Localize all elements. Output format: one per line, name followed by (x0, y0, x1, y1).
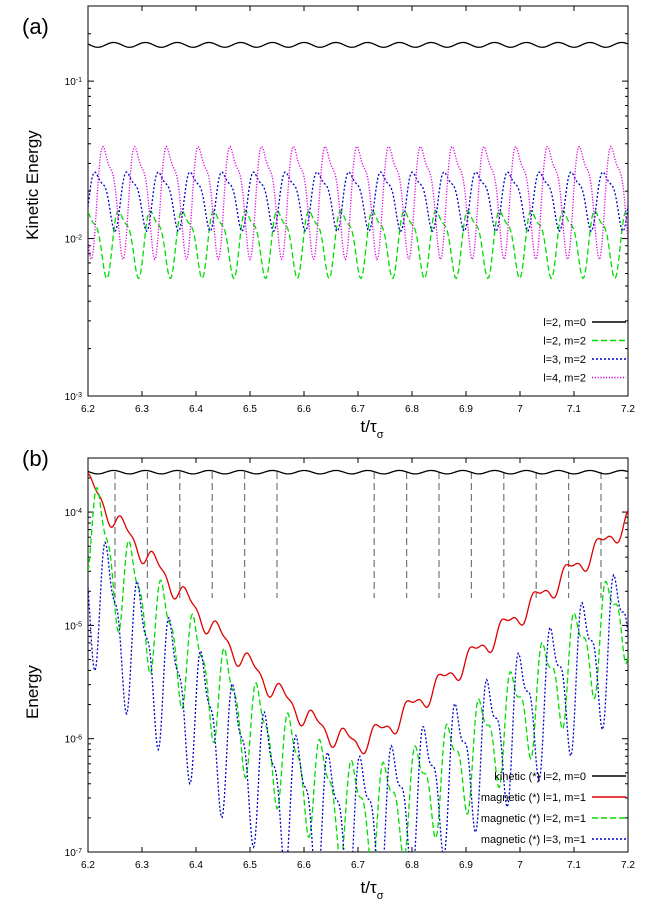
series-line-2 (88, 473, 628, 755)
y-tick-label: 10-4 (65, 508, 82, 520)
x-tick-label: 6.5 (243, 404, 257, 415)
panel-b-xlabel: t/τσ (361, 878, 384, 902)
panel-a-legend: l=2, m=0 l=2, m=2 l=3, m=2 l=4, m=2 (543, 317, 626, 385)
y-tick-label-base: 10 (65, 508, 77, 519)
panel-b-label: (b) (22, 446, 49, 471)
y-tick-label-base: 10 (65, 621, 77, 632)
panel-b-plot-area: 6.2 6.3 6.4 6.5 6.6 6.7 6.8 6.9 7 7.1 7.210-410-51… (65, 457, 635, 871)
legend-label: magnetic (*) l=1, m=1 (481, 792, 586, 804)
panel-a-ylabel: Kinetic Energy (23, 130, 42, 240)
x-tick-label: 7.2 (621, 860, 635, 871)
x-tick-label: 6.3 (135, 860, 149, 871)
x-tick-label: 6.6 (297, 404, 311, 415)
y-tick-label: 10-7 (65, 848, 82, 860)
x-tick-label: 6.4 (189, 860, 203, 871)
x-tick-label: 6.2 (81, 860, 95, 871)
y-tick-label-exponent: -6 (76, 734, 82, 741)
x-tick-label: 7.1 (567, 860, 581, 871)
legend-label: l=4, m=2 (543, 373, 586, 385)
y-tick-label-base: 10 (65, 848, 77, 859)
y-tick-label-exponent: -2 (76, 234, 82, 241)
x-tick-label: 7.1 (567, 404, 581, 415)
y-tick-label-exponent: -7 (76, 848, 82, 855)
x-tick-label: 7.2 (621, 404, 635, 415)
y-tick-label: 10-3 (65, 392, 82, 404)
x-tick-label: 6.4 (189, 404, 203, 415)
legend-label: magnetic (*) l=3, m=1 (481, 834, 586, 846)
series-line-2 (88, 209, 628, 280)
x-tick-label: 6.5 (243, 860, 257, 871)
x-tick-label: 6.9 (459, 404, 473, 415)
legend-label: l=2, m=0 (543, 317, 586, 329)
panel-b: (b) Energy t/τσ 6.2 6.3 6.4 6.5 6.6 6.7 6.8 6.9… (22, 446, 635, 902)
y-tick-label-base: 10 (65, 235, 77, 246)
x-tick-label: 6.7 (351, 860, 365, 871)
x-tick-label: 6.8 (405, 404, 419, 415)
x-tick-label: 6.3 (135, 404, 149, 415)
panel-b-xlabel-sub: σ (377, 890, 384, 902)
series-line-1 (88, 469, 628, 475)
legend-label: magnetic (*) l=2, m=1 (481, 813, 586, 825)
panel-a: (a) Kinetic Energy t/τσ 6.2 6.3 6.4 6.5 6.6 6… (22, 5, 635, 441)
y-tick-label-base: 10 (65, 392, 77, 403)
x-tick-label: 6.6 (297, 860, 311, 871)
y-tick-label-exponent: -5 (76, 621, 82, 628)
x-tick-label: 6.7 (351, 404, 365, 415)
panel-b-legend: kinetic (*) l=2, m=0 magnetic (*) l=1, m=… (481, 771, 626, 846)
y-tick-label: 10-6 (65, 734, 82, 746)
y-tick-label-base: 10 (65, 77, 77, 88)
y-tick-label-exponent: -1 (76, 77, 82, 84)
series-line-3 (88, 171, 628, 233)
y-tick-label: 10-1 (65, 77, 82, 89)
x-tick-label: 6.9 (459, 860, 473, 871)
y-tick-label-exponent: -3 (76, 392, 82, 399)
series-line-4 (88, 145, 628, 261)
legend-label: kinetic (*) l=2, m=0 (494, 771, 586, 783)
series-line-1 (88, 41, 628, 48)
x-tick-label: 6.2 (81, 404, 95, 415)
panel-a-xlabel-main: t/τ (361, 417, 377, 436)
panel-b-xlabel-main: t/τ (361, 878, 377, 897)
x-tick-label: 7 (517, 860, 523, 871)
panel-b-series-group (88, 469, 628, 852)
panel-b-ylabel: Energy (23, 665, 42, 719)
legend-label: l=3, m=2 (543, 354, 586, 366)
y-tick-label: 10-2 (65, 234, 82, 246)
panel-a-xlabel-sub: σ (377, 429, 384, 441)
y-tick-label: 10-5 (65, 621, 82, 633)
x-tick-label: 7 (517, 404, 523, 415)
panel-a-xlabel: t/τσ (361, 417, 384, 441)
series-line-3 (88, 486, 628, 852)
x-tick-label: 6.8 (405, 860, 419, 871)
panel-a-series-group (88, 41, 628, 280)
panel-a-plot-area: 6.2 6.3 6.4 6.5 6.6 6.7 6.8 6.9 7 7.1 7.210-110-21… (65, 5, 635, 415)
legend-label: l=2, m=2 (543, 336, 586, 348)
y-tick-label-exponent: -4 (76, 508, 82, 515)
y-tick-label-base: 10 (65, 735, 77, 746)
panel-a-label: (a) (22, 14, 49, 39)
series-line-4 (88, 540, 628, 852)
